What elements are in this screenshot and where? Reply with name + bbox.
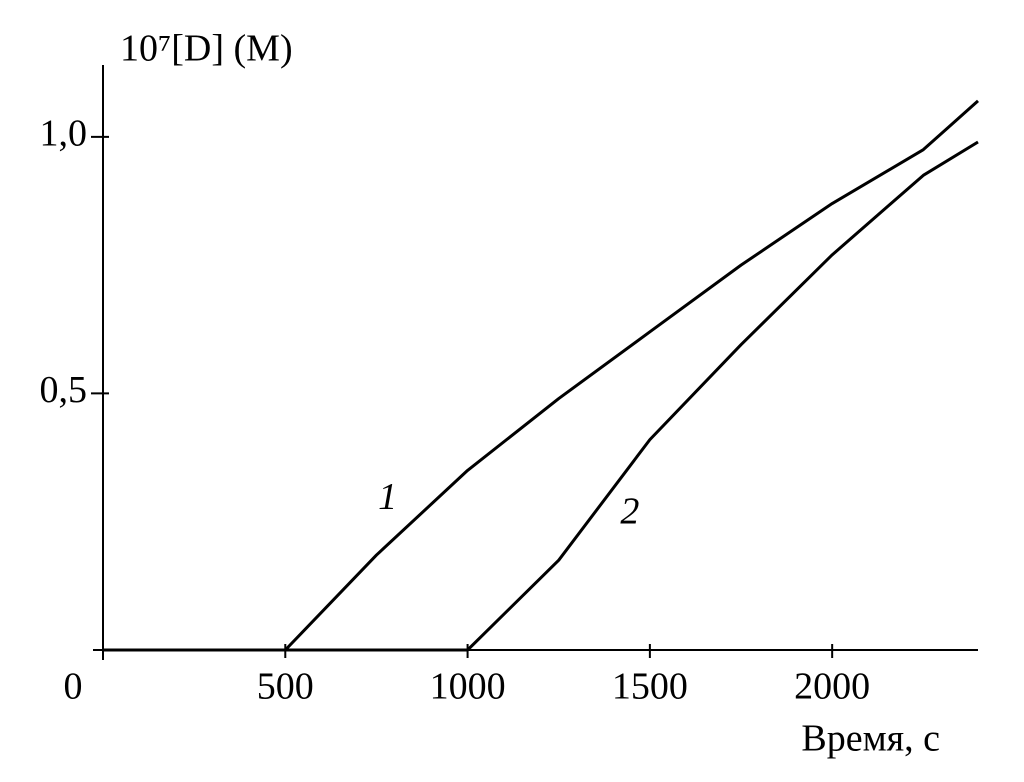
x-tick-label: 1500 — [612, 666, 688, 708]
x-axis-label: Время, с — [801, 718, 940, 760]
x-tick-label: 0 — [64, 666, 83, 708]
curve-label: 1 — [378, 476, 397, 518]
x-tick-label: 1000 — [430, 666, 506, 708]
line-series — [103, 140, 979, 652]
x-tick-label: 500 — [257, 666, 314, 708]
curve-label: 2 — [620, 490, 639, 532]
x-tick-label: 2000 — [794, 666, 870, 708]
y-tick-label: 1,0 — [40, 113, 88, 155]
y-axis-label: 10⁷[D] (M) — [120, 28, 293, 70]
y-tick-label: 0,5 — [40, 369, 88, 411]
line-series — [103, 99, 979, 652]
